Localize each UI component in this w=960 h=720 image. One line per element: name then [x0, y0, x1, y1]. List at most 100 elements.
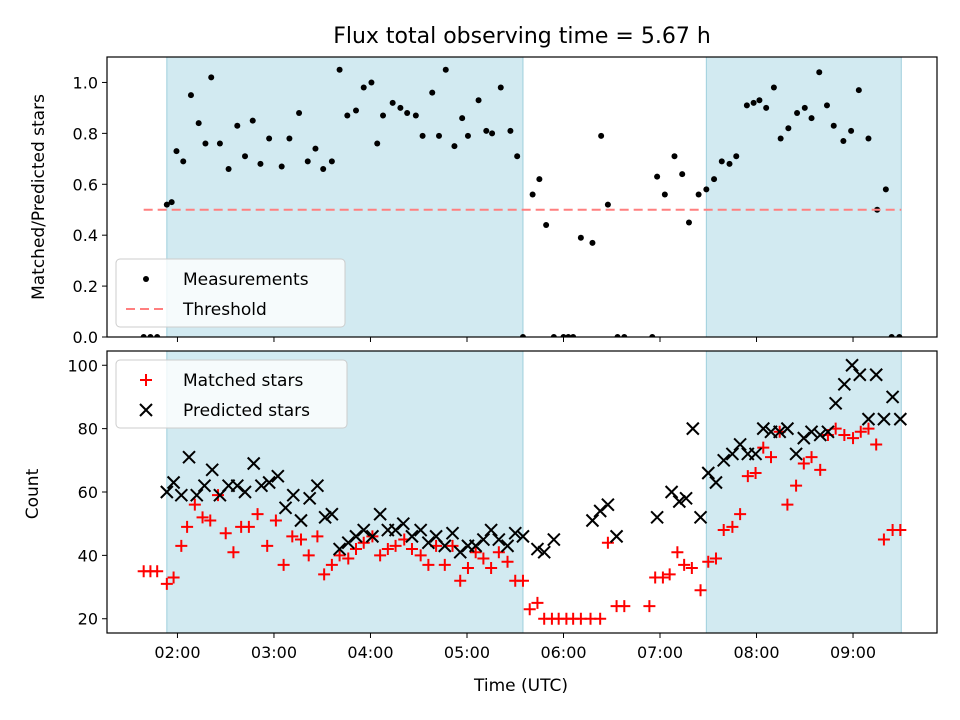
matched-star-point [523, 603, 536, 616]
measurement-point [380, 112, 387, 119]
top-y-tick-label: 1.0 [73, 73, 98, 92]
matched-star-point [702, 555, 715, 568]
measurement-point [703, 186, 710, 193]
measurement-point [888, 334, 895, 337]
measurement-point [726, 160, 733, 167]
measurement-point [794, 110, 801, 116]
predicted-star-point [174, 488, 189, 502]
predicted-star-point [672, 494, 687, 509]
measurement-point [242, 153, 249, 160]
measurement-point [202, 140, 209, 147]
top-y-tick-label: 0.6 [73, 175, 98, 194]
predicted-star-point [413, 523, 428, 537]
measurement-point [234, 122, 241, 129]
matched-star-point [678, 558, 691, 571]
measurement-point [785, 125, 792, 132]
bottom-y-tick-label: 100 [67, 356, 98, 375]
measurement-point [216, 140, 223, 147]
top-axes-frame [106, 56, 938, 338]
measurement-point [823, 102, 830, 109]
predicted-star-point [893, 412, 908, 426]
matched-star-point [269, 514, 282, 527]
predicted-star-point [725, 447, 740, 461]
bottom-shaded-span-1 [706, 351, 902, 633]
predicted-star-point [205, 463, 219, 477]
matched-star-point [311, 530, 324, 543]
measurement-point [286, 135, 293, 142]
measurement-point [497, 84, 504, 91]
top-legend-label: Threshold [182, 300, 267, 320]
matched-star-point [862, 422, 875, 435]
predicted-star-point [537, 545, 551, 559]
predicted-star-point [271, 469, 285, 483]
measurement-point [442, 66, 449, 73]
predicted-star-point [262, 475, 276, 490]
predicted-star-point [484, 523, 498, 537]
chart-title: Flux total observing time = 5.67 h [333, 24, 711, 49]
predicted-star-point [845, 358, 859, 372]
predicted-star-point [492, 532, 506, 547]
matched-star-point [797, 457, 810, 470]
matched-star-point [405, 543, 418, 556]
measurement-point [514, 153, 521, 160]
measurement-point [412, 112, 419, 119]
matched-star-point [717, 524, 730, 537]
predicted-star-point [837, 377, 852, 391]
measurement-point [249, 117, 256, 124]
predicted-star-point [325, 507, 339, 521]
matched-star-point [643, 600, 656, 613]
predicted-star-point [679, 491, 693, 506]
matched-star-point [196, 511, 209, 524]
bottom-y-tick-label: 80 [78, 420, 98, 439]
measurement-point [763, 104, 770, 111]
measurement-point [733, 153, 740, 160]
measurement-point [679, 171, 686, 178]
predicted-star-point [396, 516, 410, 531]
measurement-point [536, 176, 543, 183]
top-y-tick-label: 0.8 [73, 124, 98, 143]
bottom-x-tick-label: 09:00 [830, 643, 876, 662]
predicted-star-point [813, 428, 827, 442]
measurement-point [743, 102, 750, 109]
bottom-y-axis-label: Count [23, 468, 43, 519]
matched-star-point [342, 552, 355, 565]
legend-marker-predicted [139, 403, 153, 417]
predicted-star-point [182, 450, 196, 464]
predicted-star-point [500, 539, 515, 553]
bottom-x-tick-label: 04:00 [347, 643, 393, 662]
matched-star-point [870, 438, 883, 451]
measurement-point [368, 79, 375, 86]
bottom-y-tick-label: 40 [78, 546, 98, 565]
bottom-legend: Matched stars Predicted stars [115, 359, 348, 429]
predicted-star-point [585, 513, 600, 528]
measurement-point [718, 158, 725, 165]
predicted-star-point [197, 478, 212, 493]
measurement-point [808, 115, 815, 122]
predicted-star-point [332, 542, 347, 556]
predicted-star-point [601, 497, 615, 512]
measurement-point [507, 127, 514, 134]
predicted-star-point [302, 491, 317, 506]
matched-star-point [294, 533, 307, 546]
matched-star-point [765, 451, 777, 464]
predicted-star-point [861, 412, 876, 426]
measurement-point [483, 127, 490, 134]
bottom-x-tick-label: 05:00 [444, 643, 490, 662]
matched-star-point [454, 574, 467, 587]
measurement-point [560, 334, 567, 337]
predicted-star-point [733, 437, 747, 452]
measurement-point [882, 186, 889, 193]
measurement-point [777, 135, 784, 142]
bottom-x-tick-label: 06:00 [540, 643, 586, 662]
bottom-data [137, 358, 908, 625]
predicted-star-point [869, 368, 883, 382]
matched-star-point [757, 441, 770, 454]
legend-marker-measurements [143, 276, 149, 282]
matched-star-point [277, 558, 290, 571]
measurement-point [397, 104, 404, 111]
matched-star-point [227, 546, 240, 559]
matched-star-point [251, 508, 264, 521]
matched-star-point [374, 549, 387, 562]
measurement-point [577, 234, 584, 241]
